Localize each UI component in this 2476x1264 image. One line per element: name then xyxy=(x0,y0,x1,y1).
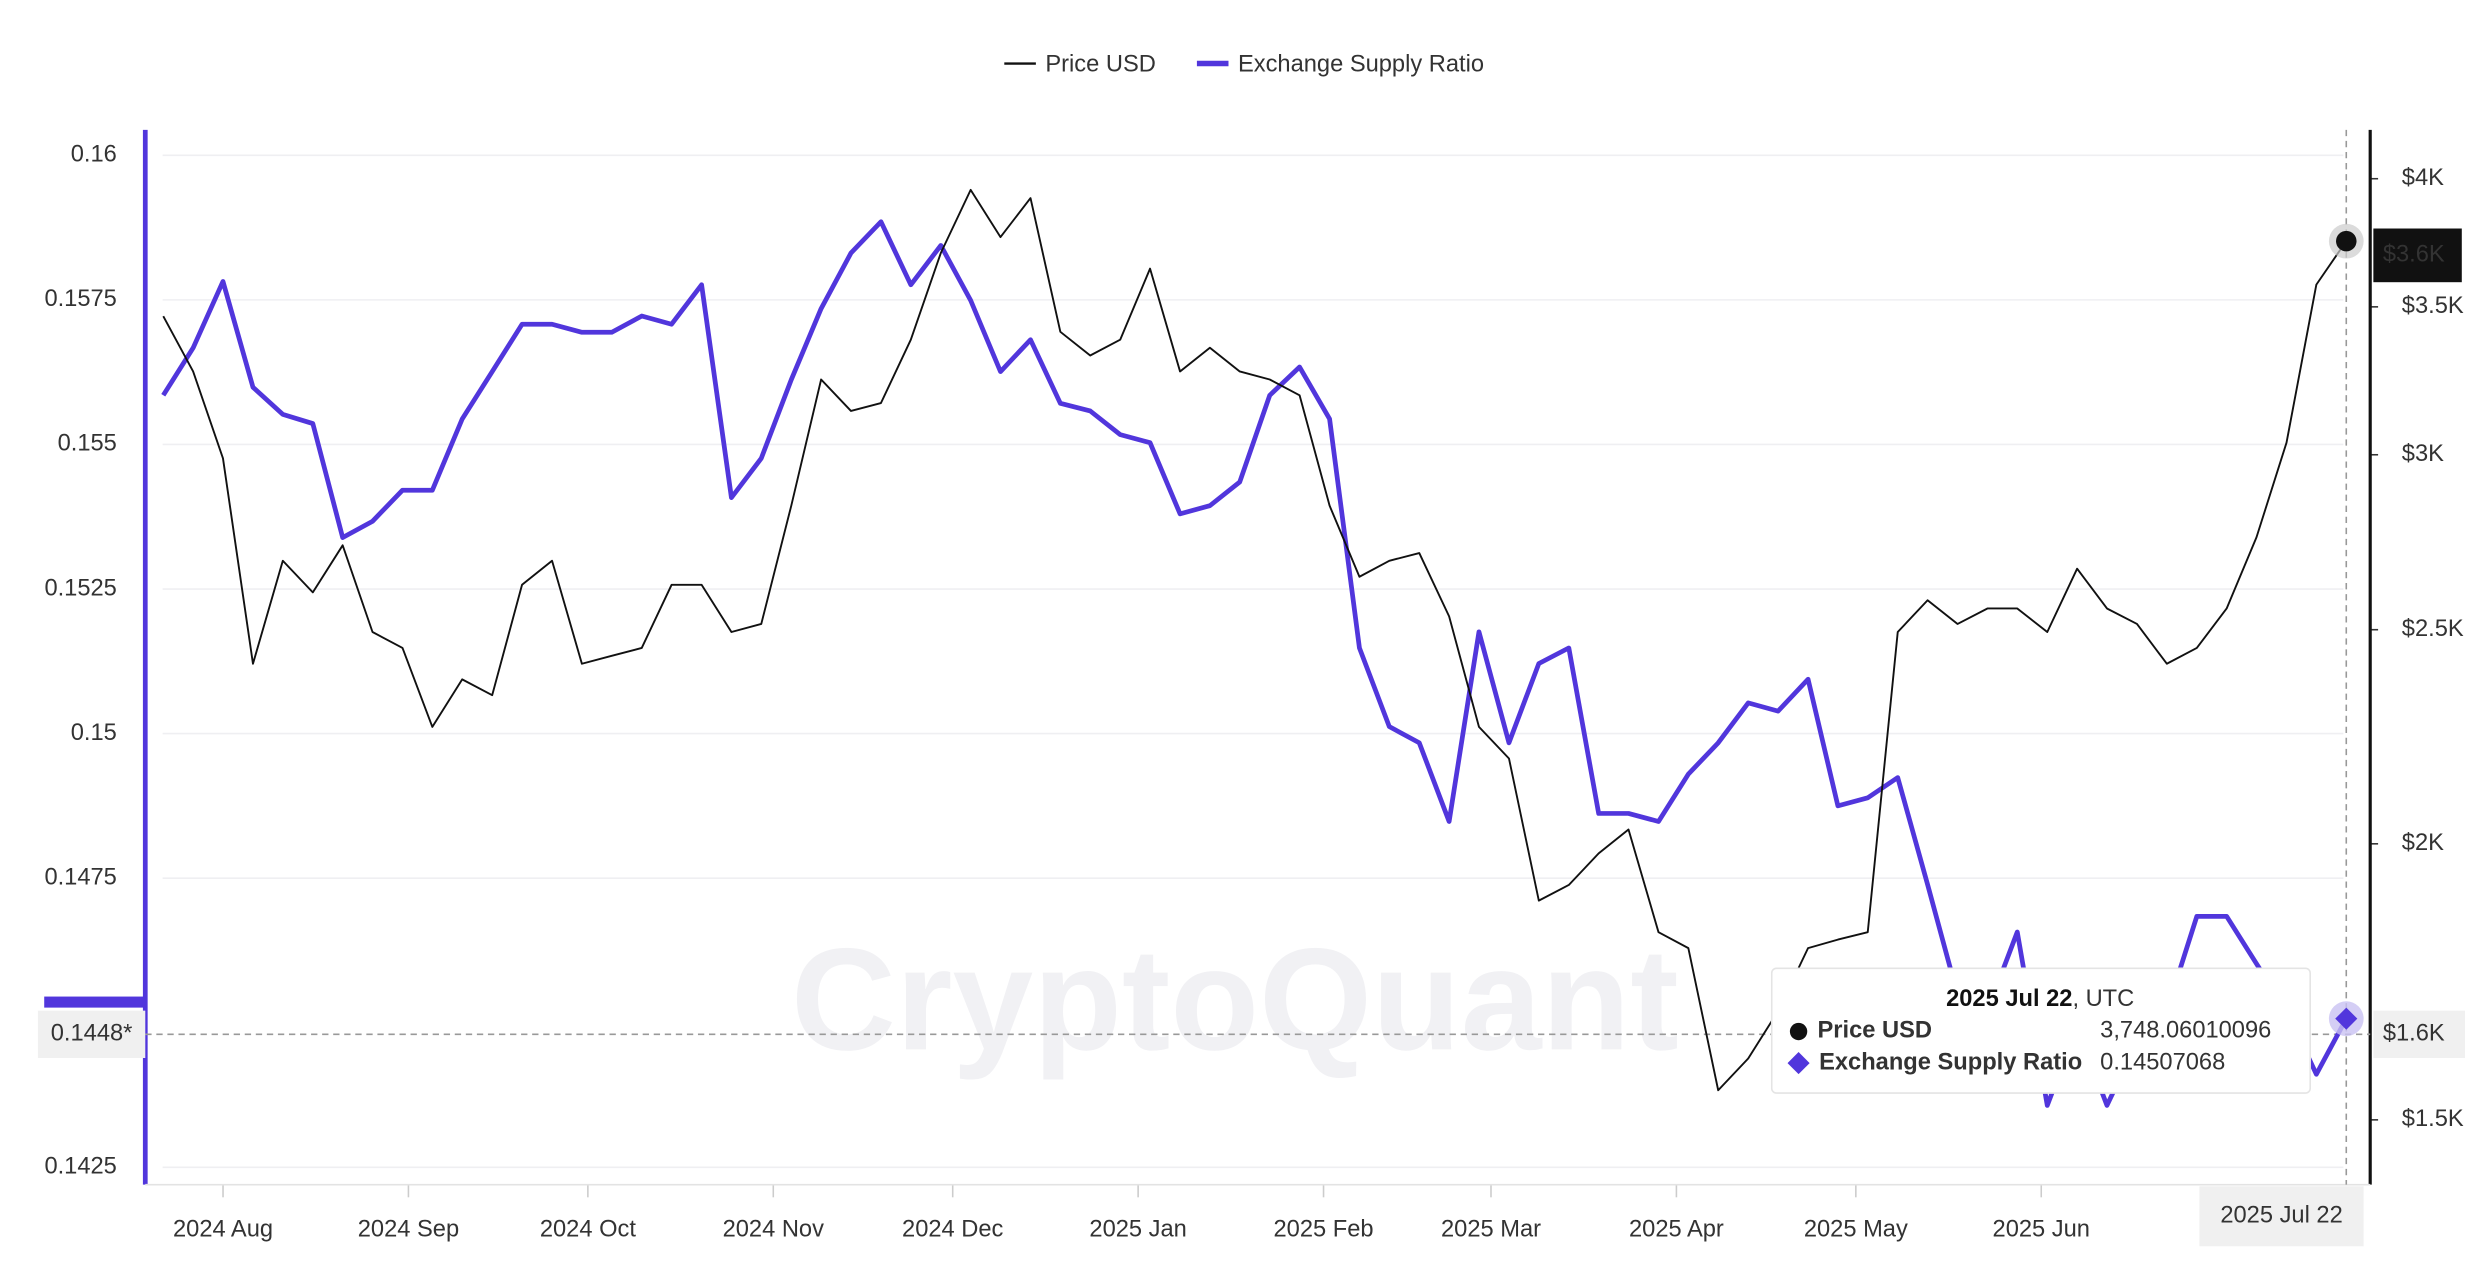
tooltip-timezone: , UTC xyxy=(2072,986,2134,1012)
tooltip-price-icon xyxy=(1789,1022,1808,1041)
tooltip-ratio-value: 0.14507068 xyxy=(2100,1049,2225,1075)
y-tick-label: 0.1525 xyxy=(44,575,116,601)
series-line xyxy=(162,188,2347,1092)
y2-point-label: $3.6K xyxy=(2383,242,2445,268)
y-axis-marker xyxy=(44,996,146,1008)
x-tick-label: 2025 Apr xyxy=(1629,1217,1724,1243)
y-tick-label: 0.155 xyxy=(58,431,117,457)
tooltip-title: 2025 Jul 22, UTC xyxy=(1946,986,2134,1012)
tooltip-price-name: Price USD xyxy=(1818,1018,1932,1044)
y2-tick-label: $1.5K xyxy=(2402,1106,2464,1132)
x-tick-label: 2024 Nov xyxy=(723,1217,824,1243)
ratio-point xyxy=(2335,1007,2358,1030)
y-tick-label: 0.1425 xyxy=(44,1154,116,1180)
x-tick-label: 2025 Jan xyxy=(1089,1217,1186,1243)
x-crosshair-bg xyxy=(2199,1186,2364,1247)
y-tick-label: 0.1575 xyxy=(44,286,116,312)
x-crosshair-label: 2025 Jul 22 xyxy=(2220,1203,2342,1229)
y2-tick-label: $2K xyxy=(2402,830,2444,856)
tooltip-ratio-icon xyxy=(1787,1052,1810,1075)
x-tick-label: 2025 May xyxy=(1804,1217,1908,1243)
y2-tick-label: $2.5K xyxy=(2402,616,2464,642)
watermark: CryptoQuant xyxy=(791,917,1679,1080)
y-tick-label: 0.16 xyxy=(71,142,117,168)
y-crosshair-bg xyxy=(37,1010,146,1059)
x-tick-label: 2025 Mar xyxy=(1441,1217,1541,1243)
y2-tick-label: $3K xyxy=(2402,441,2444,467)
y2-point-bg xyxy=(2373,228,2462,283)
x-tick-label: 2024 Oct xyxy=(540,1217,636,1243)
y2-tick-label: $4K xyxy=(2402,165,2444,191)
x-tick-label: 2025 Feb xyxy=(1274,1217,1374,1243)
y-tick-label: 0.1475 xyxy=(44,864,116,890)
x-tick-label: 2024 Sep xyxy=(358,1217,459,1243)
tooltip-box xyxy=(1770,967,2311,1094)
tooltip: 2025 Jul 22, UTC Price USD 3,748.06010096 E… xyxy=(1770,967,2311,1094)
y-tick-label: 0.15 xyxy=(71,720,117,746)
y2-tick-label: $3.5K xyxy=(2402,293,2464,319)
tooltip-price-value: 3,748.06010096 xyxy=(2100,1018,2271,1044)
x-tick-label: 2024 Aug xyxy=(173,1217,273,1243)
legend-label: Price USD xyxy=(1045,51,1156,77)
x-tick-label: 2025 Jun xyxy=(1993,1217,2090,1243)
price-point xyxy=(2336,230,2357,252)
y2-crosshair-bg xyxy=(2373,1010,2465,1059)
y2-crosshair-label: $1.6K xyxy=(2383,1021,2445,1047)
tooltip-date: 2025 Jul 22 xyxy=(1946,986,2072,1012)
x-tick-label: 2024 Dec xyxy=(902,1217,1003,1243)
legend-label: Exchange Supply Ratio xyxy=(1238,51,1484,77)
y-crosshair-label: 0.1448* xyxy=(51,1021,133,1047)
tooltip-ratio-name: Exchange Supply Ratio xyxy=(1819,1049,2082,1075)
